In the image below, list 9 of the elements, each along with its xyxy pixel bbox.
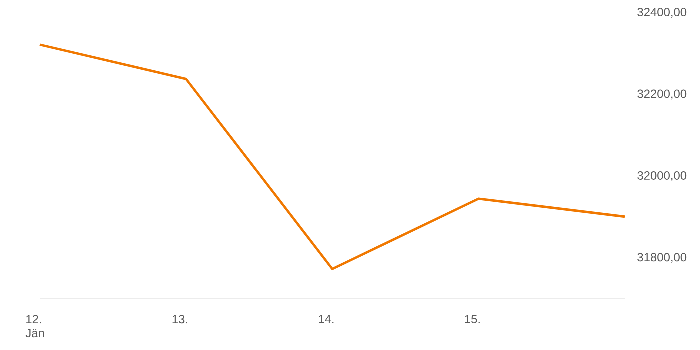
x-tick-label: 15. bbox=[465, 315, 480, 324]
x-tick-label: 13. bbox=[172, 315, 188, 324]
y-tick-label: 32000,00 bbox=[638, 171, 687, 182]
x-tick-label: 12. Jän bbox=[26, 315, 44, 338]
x-tick-label: 14. bbox=[319, 315, 334, 324]
y-tick-label: 32200,00 bbox=[638, 90, 687, 100]
line-series bbox=[38, 44, 626, 270]
y-tick-label: 32400,00 bbox=[638, 8, 687, 18]
y-tick-label: 31800,00 bbox=[638, 253, 687, 264]
